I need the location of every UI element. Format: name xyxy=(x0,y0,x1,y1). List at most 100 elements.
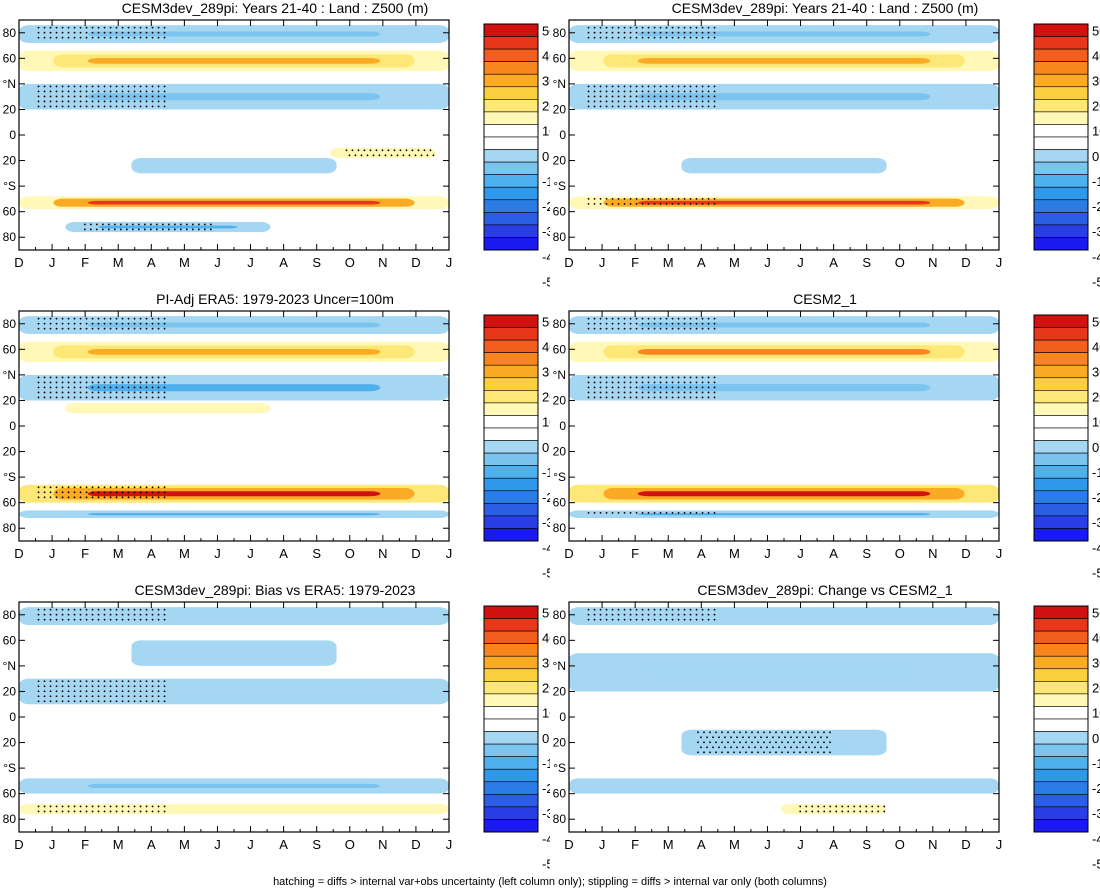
stipple-dot xyxy=(115,608,118,611)
stipple-dot xyxy=(706,736,708,739)
lat-tick-label: 0 xyxy=(559,128,566,142)
colorbar-label: -30 xyxy=(542,806,550,821)
stipple-dot xyxy=(635,386,638,389)
stipple-dot xyxy=(151,85,154,88)
stipple-dot xyxy=(617,396,620,399)
stipple-dot xyxy=(121,685,124,688)
colorbar-label: 10 xyxy=(1092,706,1100,721)
stipple-dot xyxy=(617,31,620,34)
month-tick-label: M xyxy=(729,546,740,561)
stipple-dot xyxy=(119,223,122,226)
stipple-dot xyxy=(49,391,52,394)
stipple-dot xyxy=(617,381,620,384)
stipple-dot xyxy=(635,105,638,108)
stipple-dot xyxy=(599,85,602,88)
stipple-dot xyxy=(587,327,590,330)
stipple-dot xyxy=(635,100,638,103)
month-tick-label: M xyxy=(113,546,124,561)
stipple-dot xyxy=(605,26,608,29)
stipple-dot xyxy=(683,317,686,320)
stipple-dot xyxy=(103,100,106,103)
stipple-dot xyxy=(37,396,40,399)
stipple-dot xyxy=(653,317,656,320)
month-tick-label: J xyxy=(247,255,254,270)
month-tick-label: O xyxy=(345,546,355,561)
stipple-dot xyxy=(43,100,46,103)
stipple-dot xyxy=(61,100,64,103)
stipple-dot xyxy=(151,391,154,394)
stipple-dot xyxy=(73,105,76,108)
stipple-dot xyxy=(718,736,720,739)
stipple-dot xyxy=(121,105,124,108)
colorbar-label: -20 xyxy=(542,490,550,505)
stipple-dot xyxy=(599,197,602,200)
stipple-dot xyxy=(43,805,46,808)
stipple-dot xyxy=(115,90,118,93)
stipple-dot xyxy=(784,736,786,739)
stipple-dot xyxy=(713,85,716,88)
stipple-dot xyxy=(127,100,130,103)
stipple-dot xyxy=(73,85,76,88)
colorbar-cell xyxy=(483,768,539,783)
stipple-dot xyxy=(665,85,668,88)
month-tick-label: D xyxy=(411,837,420,852)
stipple-dot xyxy=(151,491,154,494)
panel-5: CESM3dev_289pi: Bias vs ERA5: 1979-2023 … xyxy=(0,582,550,872)
stipple-dot xyxy=(677,202,680,205)
stipple-dot xyxy=(665,391,668,394)
stipple-dot xyxy=(671,31,674,34)
stipple-dot xyxy=(97,496,100,499)
month-tick-label: F xyxy=(81,255,89,270)
stipple-dot xyxy=(127,327,130,330)
heatmap-band xyxy=(87,31,381,37)
stipple-dot xyxy=(414,154,417,157)
stipple-dot xyxy=(683,396,686,399)
month-tick-label: A xyxy=(147,837,156,852)
month-tick-label: O xyxy=(895,837,905,852)
lat-tick-label: 60 xyxy=(553,205,567,219)
stipple-dot xyxy=(689,618,692,621)
stipple-dot xyxy=(665,511,668,514)
stipple-dot xyxy=(157,810,160,813)
stipple-dot xyxy=(79,680,82,683)
stipple-dot xyxy=(751,751,753,754)
stipple-dot xyxy=(155,223,158,226)
stipple-dot xyxy=(79,327,82,330)
stipple-dot xyxy=(67,376,70,379)
stipple-dot xyxy=(769,751,771,754)
stipple-dot xyxy=(121,613,124,616)
stipple-dot xyxy=(145,85,148,88)
month-tick-label: N xyxy=(378,546,387,561)
heatmap-band xyxy=(714,163,854,168)
colorbar-cell xyxy=(483,99,539,113)
stipple-dot xyxy=(157,391,160,394)
heatmap-band xyxy=(346,151,419,155)
stipple-dot xyxy=(37,85,40,88)
lat-tick-label: 80 xyxy=(553,317,567,331)
stipple-dot xyxy=(841,810,844,813)
stipple-dot xyxy=(109,26,112,29)
stipple-dot xyxy=(629,90,632,93)
stipple-dot xyxy=(713,36,716,39)
stipple-dot xyxy=(91,486,94,489)
stipple-dot xyxy=(151,376,154,379)
month-tick-label: J xyxy=(214,546,221,561)
stipple-dot xyxy=(587,95,590,98)
stipple-dot xyxy=(823,731,825,734)
month-tick-label: M xyxy=(113,255,124,270)
month-tick-label: J xyxy=(797,546,804,561)
stipple-dot xyxy=(671,376,674,379)
stipple-dot xyxy=(157,496,160,499)
stipple-dot xyxy=(91,690,94,693)
stipple-dot xyxy=(695,95,698,98)
stipple-dot xyxy=(635,618,638,621)
stipple-dot xyxy=(103,317,106,320)
stipple-dot xyxy=(85,496,88,499)
stipple-dot xyxy=(712,746,714,749)
stipple-dot xyxy=(91,491,94,494)
colorbar-cell xyxy=(483,452,539,466)
stipple-dot xyxy=(787,751,789,754)
stipple-dot xyxy=(593,95,596,98)
stipple-dot xyxy=(67,608,70,611)
stipple-dot xyxy=(587,202,590,205)
